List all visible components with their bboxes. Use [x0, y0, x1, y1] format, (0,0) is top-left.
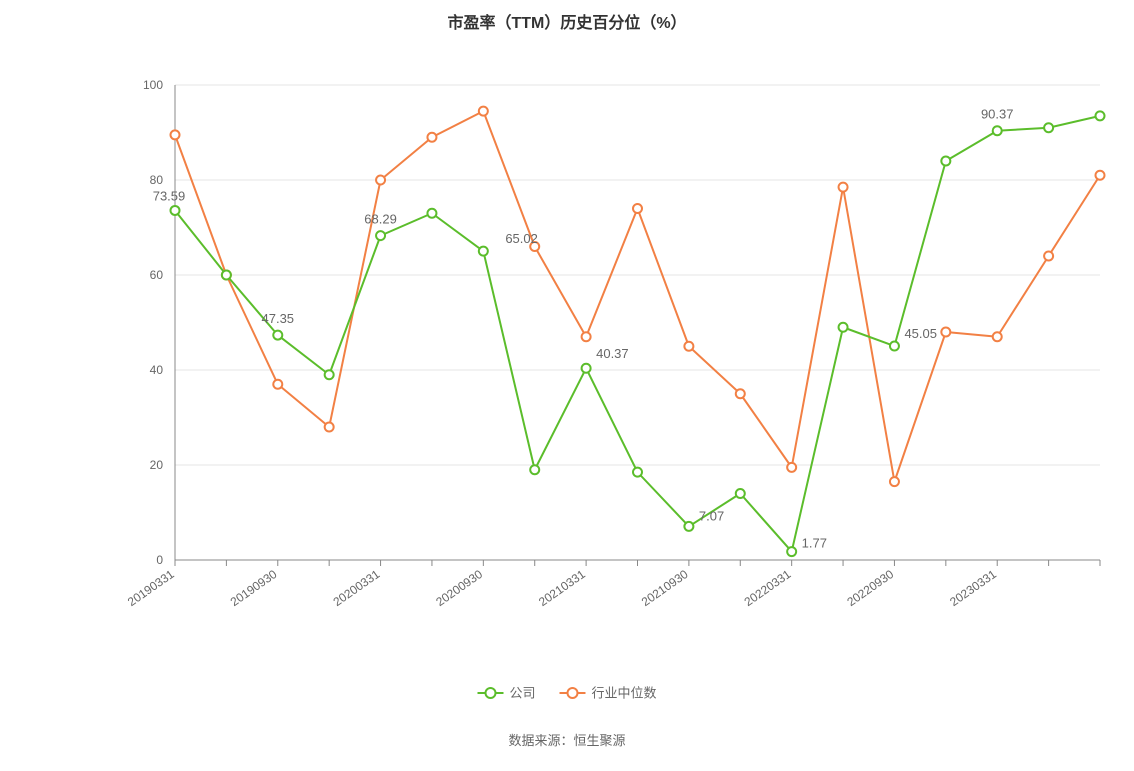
- y-tick-label: 40: [150, 363, 164, 377]
- point-label: 65.02: [505, 231, 538, 246]
- series-marker: [479, 107, 488, 116]
- y-tick-label: 20: [150, 458, 164, 472]
- series-marker: [222, 271, 231, 280]
- series-marker: [941, 157, 950, 166]
- point-label: 1.77: [802, 536, 827, 551]
- series-marker: [376, 176, 385, 185]
- series-marker: [325, 423, 334, 432]
- series-marker: [427, 209, 436, 218]
- series-marker: [1096, 111, 1105, 120]
- point-label: 45.05: [904, 326, 937, 341]
- series-marker: [325, 370, 334, 379]
- series-marker: [582, 332, 591, 341]
- series-marker: [273, 331, 282, 340]
- series-marker: [633, 468, 642, 477]
- series-marker: [890, 477, 899, 486]
- series-marker: [993, 332, 1002, 341]
- series-marker: [427, 133, 436, 142]
- series-marker: [684, 522, 693, 531]
- legend-label: 公司: [510, 686, 536, 701]
- series-marker: [1044, 123, 1053, 132]
- series-marker: [171, 206, 180, 215]
- pe-ttm-percentile-chart: 市盈率（TTM）历史百分位（%）020406080100201903312019…: [0, 0, 1134, 766]
- y-tick-label: 100: [143, 78, 163, 92]
- y-tick-label: 0: [156, 553, 163, 567]
- series-marker: [890, 342, 899, 351]
- series-marker: [787, 547, 796, 556]
- series-marker: [582, 364, 591, 373]
- series-marker: [273, 380, 282, 389]
- series-marker: [839, 183, 848, 192]
- series-marker: [736, 389, 745, 398]
- series-marker: [736, 489, 745, 498]
- series-marker: [684, 342, 693, 351]
- series-marker: [839, 323, 848, 332]
- point-label: 47.35: [262, 311, 295, 326]
- series-marker: [376, 231, 385, 240]
- series-marker: [1044, 252, 1053, 261]
- point-label: 7.07: [699, 508, 724, 523]
- series-marker: [787, 463, 796, 472]
- series-marker: [941, 328, 950, 337]
- y-tick-label: 80: [150, 173, 164, 187]
- series-marker: [530, 465, 539, 474]
- series-marker: [633, 204, 642, 213]
- series-marker: [993, 126, 1002, 135]
- series-marker: [171, 130, 180, 139]
- series-marker: [479, 247, 488, 256]
- point-label: 68.29: [364, 212, 397, 227]
- legend-label: 行业中位数: [592, 686, 657, 701]
- point-label: 73.59: [153, 188, 186, 203]
- y-tick-label: 60: [150, 268, 164, 282]
- chart-title: 市盈率（TTM）历史百分位（%）: [447, 13, 686, 32]
- chart-background: [0, 0, 1134, 766]
- legend-marker-circle: [486, 688, 496, 698]
- point-label: 90.37: [981, 107, 1014, 122]
- legend-marker-circle: [568, 688, 578, 698]
- series-marker: [1096, 171, 1105, 180]
- data-source-footer: 数据来源：恒生聚源: [508, 733, 625, 748]
- point-label: 40.37: [596, 346, 629, 361]
